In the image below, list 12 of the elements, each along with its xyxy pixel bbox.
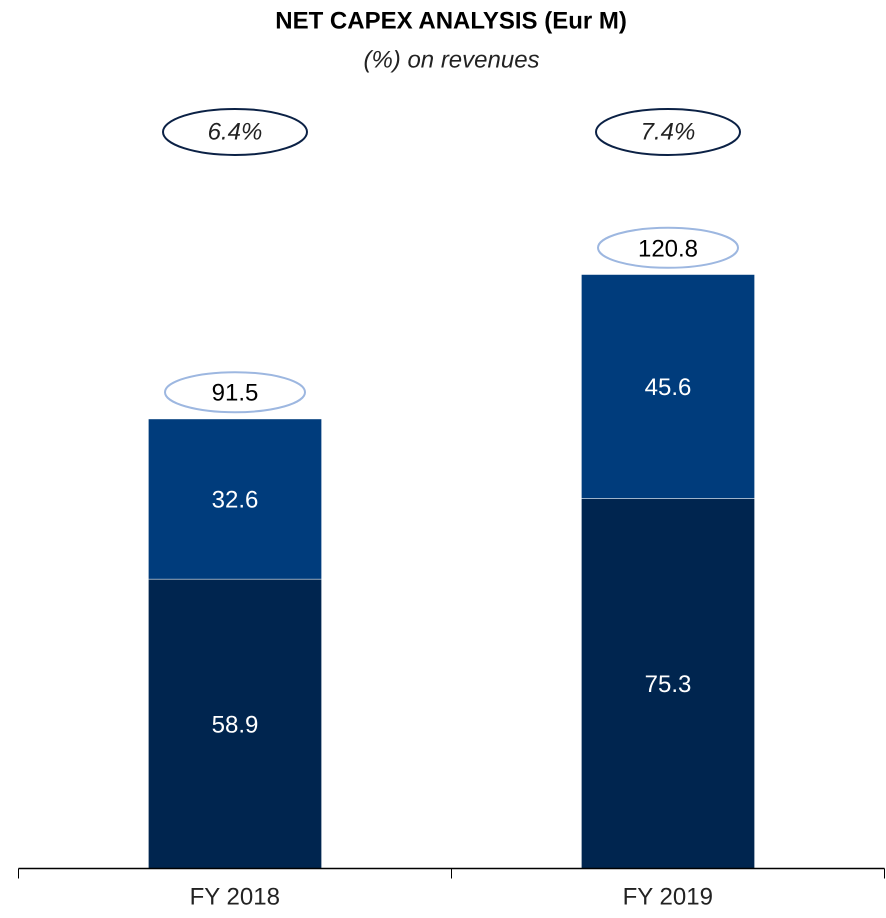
chart-title: NET CAPEX ANALYSIS (Eur M)	[275, 8, 627, 34]
chart-subtitle: (%) on revenues	[363, 46, 540, 74]
text: 7.4%	[640, 118, 696, 146]
text: 6.4%	[208, 118, 262, 146]
total-label: 91.5	[212, 380, 258, 407]
data-label: 32.6	[212, 486, 258, 514]
x-tick-label: FY 2019	[622, 884, 713, 910]
x-tick-label: FY 2018	[190, 884, 280, 910]
total-label: 120.8	[638, 235, 698, 262]
data-label: 45.6	[644, 374, 692, 402]
data-label: 58.9	[212, 711, 258, 738]
data-label: 75.3	[644, 671, 692, 698]
